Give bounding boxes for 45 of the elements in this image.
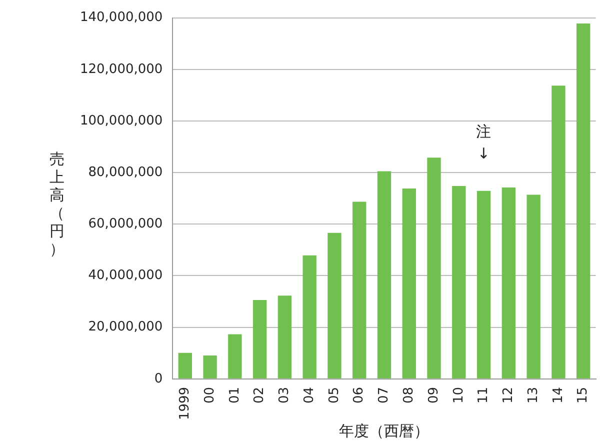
y-tick-label: 0 bbox=[154, 371, 163, 386]
x-tick-label: 13 bbox=[526, 386, 541, 404]
x-tick-label: 01 bbox=[227, 386, 242, 404]
y-tick-label: 120,000,000 bbox=[80, 62, 163, 77]
bar bbox=[228, 334, 242, 378]
bar bbox=[252, 300, 267, 378]
bar bbox=[377, 171, 392, 378]
bar bbox=[427, 158, 441, 378]
y-tick-label: 20,000,000 bbox=[88, 320, 163, 335]
bar bbox=[278, 296, 292, 378]
x-tick-label: 15 bbox=[576, 386, 591, 404]
x-tick-label: 08 bbox=[402, 386, 417, 404]
x-tick-label: 03 bbox=[277, 386, 292, 404]
x-tick-label: 12 bbox=[501, 386, 516, 404]
bar bbox=[476, 190, 491, 378]
bar bbox=[203, 355, 217, 378]
x-tick-label: 10 bbox=[451, 386, 466, 404]
x-tick-label: 14 bbox=[550, 386, 566, 404]
x-tick-label: 1999 bbox=[178, 386, 193, 420]
bar bbox=[402, 188, 416, 378]
y-tick-label: 100,000,000 bbox=[80, 113, 163, 128]
bar bbox=[526, 194, 540, 378]
y-tick-label: 140,000,000 bbox=[80, 10, 163, 26]
y-tick-label: 60,000,000 bbox=[88, 216, 163, 232]
x-tick-label: 00 bbox=[202, 386, 218, 404]
bar bbox=[178, 352, 192, 378]
y-axis-title: 売上高（円） bbox=[48, 150, 66, 258]
bar bbox=[302, 255, 316, 378]
y-tick-label: 40,000,000 bbox=[88, 268, 163, 284]
annotation: 注 ↓ bbox=[476, 122, 492, 163]
bar bbox=[452, 186, 466, 378]
x-tick-label: 07 bbox=[376, 386, 392, 404]
x-tick-label: 11 bbox=[476, 386, 492, 404]
bar bbox=[552, 86, 566, 378]
x-tick-label: 04 bbox=[302, 386, 317, 404]
x-tick-label: 09 bbox=[426, 386, 442, 404]
bar bbox=[502, 188, 516, 378]
bar bbox=[328, 232, 342, 378]
y-tick-label: 80,000,000 bbox=[88, 164, 163, 180]
x-tick-label: 02 bbox=[252, 386, 268, 404]
bar bbox=[576, 23, 590, 378]
x-axis-title: 年度（西暦） bbox=[339, 422, 430, 440]
x-tick-label: 05 bbox=[326, 386, 342, 404]
x-tick-label: 06 bbox=[352, 386, 367, 404]
bar bbox=[352, 202, 366, 378]
